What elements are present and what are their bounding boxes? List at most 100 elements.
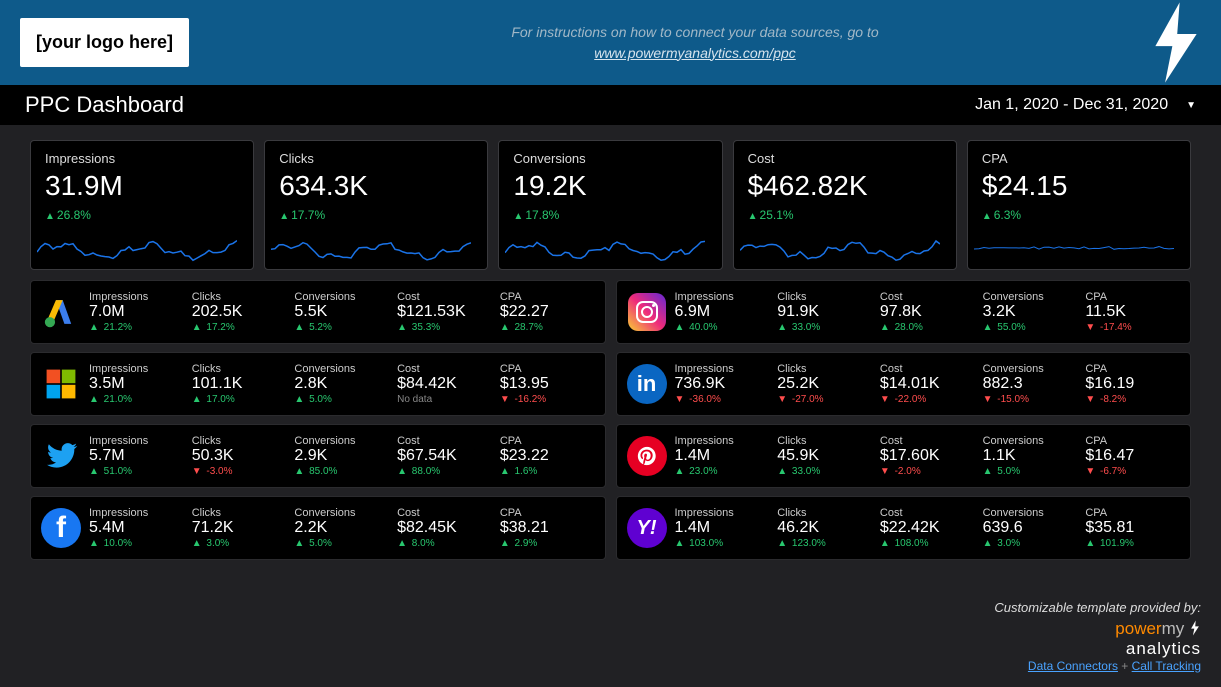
metric-value: 882.3	[983, 375, 1078, 393]
metric-cpa: CPA 11.5K ▼ -17.4%	[1085, 291, 1180, 333]
platform-row-instagram[interactable]: Impressions 6.9M ▲ 40.0% Clicks 91.9K ▲ …	[616, 280, 1192, 344]
metric-value: 2.2K	[294, 519, 389, 537]
metric-label: Conversions	[983, 291, 1078, 303]
metric-value: 91.9K	[777, 303, 872, 321]
metric-cost: Cost 97.8K ▲ 28.0%	[880, 291, 975, 333]
metric-cpa: CPA $35.81 ▲ 101.9%	[1085, 507, 1180, 549]
platform-row-facebook[interactable]: f Impressions 5.4M ▲ 10.0% Clicks 71.2K …	[30, 496, 606, 560]
metric-cpa: CPA $16.19 ▼ -8.2%	[1085, 363, 1180, 405]
metric-value: 101.1K	[192, 375, 287, 393]
metric-delta: ▼ -2.0%	[880, 466, 975, 477]
metric-cost: Cost $84.42K No data	[397, 363, 492, 405]
metric-value: 7.0M	[89, 303, 184, 321]
brand-post: analytics	[1126, 639, 1201, 658]
platform-row-twitter[interactable]: Impressions 5.7M ▲ 51.0% Clicks 50.3K ▼ …	[30, 424, 606, 488]
metric-delta: ▲ 5.2%	[294, 322, 389, 333]
metric-value: $22.42K	[880, 519, 975, 537]
metric-cost: Cost $82.45K ▲ 8.0%	[397, 507, 492, 549]
metric-cpa: CPA $16.47 ▼ -6.7%	[1085, 435, 1180, 477]
metric-delta: ▲ 28.0%	[880, 322, 975, 333]
instructions-text: For instructions on how to connect your …	[511, 24, 878, 40]
instructions-link[interactable]: www.powermyanalytics.com/ppc	[594, 45, 796, 61]
metric-delta: ▲ 5.0%	[294, 538, 389, 549]
platform-row-google-ads[interactable]: Impressions 7.0M ▲ 21.2% Clicks 202.5K ▲…	[30, 280, 606, 344]
metric-label: Impressions	[89, 291, 184, 303]
metric-delta: ▲ 85.0%	[294, 466, 389, 477]
kpi-card-cpa[interactable]: CPA $24.15 ▲6.3%	[967, 140, 1191, 270]
yahoo-icon: Y!	[627, 508, 667, 548]
banner-instructions: For instructions on how to connect your …	[189, 22, 1201, 64]
metric-label: Cost	[880, 435, 975, 447]
kpi-card-conversions[interactable]: Conversions 19.2K ▲17.8%	[498, 140, 722, 270]
brand-pre: power	[1115, 619, 1161, 638]
metric-delta: ▼ -36.0%	[675, 394, 770, 405]
brand-mid: my	[1162, 619, 1185, 638]
kpi-row: Impressions 31.9M ▲26.8% Clicks 634.3K ▲…	[0, 125, 1221, 280]
metric-value: $82.45K	[397, 519, 492, 537]
metric-impressions: Impressions 6.9M ▲ 40.0%	[675, 291, 770, 333]
metric-conversions: Conversions 2.2K ▲ 5.0%	[294, 507, 389, 549]
metric-cpa: CPA $22.27 ▲ 28.7%	[500, 291, 595, 333]
kpi-card-cost[interactable]: Cost $462.82K ▲25.1%	[733, 140, 957, 270]
metric-impressions: Impressions 3.5M ▲ 21.0%	[89, 363, 184, 405]
metric-cost: Cost $121.53K ▲ 35.3%	[397, 291, 492, 333]
metric-delta: ▲ 101.9%	[1085, 538, 1180, 549]
metric-value: 202.5K	[192, 303, 287, 321]
footer-link-calltracking[interactable]: Call Tracking	[1132, 659, 1201, 673]
metric-delta: ▲ 28.7%	[500, 322, 595, 333]
footer-link-connectors[interactable]: Data Connectors	[1028, 659, 1118, 673]
metric-value: $121.53K	[397, 303, 492, 321]
metric-value: $14.01K	[880, 375, 975, 393]
metric-label: CPA	[1085, 363, 1180, 375]
metric-cpa: CPA $13.95 ▼ -16.2%	[500, 363, 595, 405]
metric-label: CPA	[1085, 507, 1180, 519]
metric-value: 3.5M	[89, 375, 184, 393]
platform-row-pinterest[interactable]: Impressions 1.4M ▲ 23.0% Clicks 45.9K ▲ …	[616, 424, 1192, 488]
kpi-card-impressions[interactable]: Impressions 31.9M ▲26.8%	[30, 140, 254, 270]
metric-delta: ▲ 35.3%	[397, 322, 492, 333]
metric-delta: ▼ -27.0%	[777, 394, 872, 405]
metric-label: Cost	[397, 435, 492, 447]
metric-value: 1.1K	[983, 447, 1078, 465]
metric-label: Impressions	[675, 435, 770, 447]
metric-conversions: Conversions 639.6 ▲ 3.0%	[983, 507, 1078, 549]
kpi-label: Impressions	[45, 151, 239, 166]
platform-row-yahoo[interactable]: Y! Impressions 1.4M ▲ 103.0% Clicks 46.2…	[616, 496, 1192, 560]
date-range-selector[interactable]: Jan 1, 2020 - Dec 31, 2020 ▼	[975, 96, 1196, 114]
metric-conversions: Conversions 2.8K ▲ 5.0%	[294, 363, 389, 405]
metric-label: Cost	[880, 291, 975, 303]
metric-clicks: Clicks 202.5K ▲ 17.2%	[192, 291, 287, 333]
metric-label: CPA	[1085, 435, 1180, 447]
metric-value: $23.22	[500, 447, 595, 465]
metric-delta: ▲ 55.0%	[983, 322, 1078, 333]
metric-cost: Cost $22.42K ▲ 108.0%	[880, 507, 975, 549]
metric-value: 45.9K	[777, 447, 872, 465]
metric-delta: ▲ 3.0%	[983, 538, 1078, 549]
metric-value: 2.8K	[294, 375, 389, 393]
kpi-label: Conversions	[513, 151, 707, 166]
metric-value: 11.5K	[1085, 303, 1180, 321]
metric-clicks: Clicks 91.9K ▲ 33.0%	[777, 291, 872, 333]
metric-conversions: Conversions 5.5K ▲ 5.2%	[294, 291, 389, 333]
kpi-card-clicks[interactable]: Clicks 634.3K ▲17.7%	[264, 140, 488, 270]
metric-label: Clicks	[777, 507, 872, 519]
kpi-delta: ▲6.3%	[982, 208, 1176, 222]
metric-delta: ▲ 10.0%	[89, 538, 184, 549]
platform-row-linkedin[interactable]: in Impressions 736.9K ▼ -36.0% Clicks 25…	[616, 352, 1192, 416]
metric-delta: ▼ -3.0%	[192, 466, 287, 477]
metric-delta: ▲ 103.0%	[675, 538, 770, 549]
caret-down-icon: ▼	[1186, 100, 1196, 111]
platform-row-microsoft-ads[interactable]: Impressions 3.5M ▲ 21.0% Clicks 101.1K ▲…	[30, 352, 606, 416]
metric-label: Conversions	[294, 363, 389, 375]
instagram-icon	[627, 292, 667, 332]
metric-cost: Cost $67.54K ▲ 88.0%	[397, 435, 492, 477]
metric-delta: ▲ 123.0%	[777, 538, 872, 549]
metric-delta: ▲ 108.0%	[880, 538, 975, 549]
metric-clicks: Clicks 101.1K ▲ 17.0%	[192, 363, 287, 405]
kpi-delta: ▲25.1%	[748, 208, 942, 222]
google-ads-icon	[41, 292, 81, 332]
metric-delta: ▲ 17.2%	[192, 322, 287, 333]
platforms-grid: Impressions 7.0M ▲ 21.2% Clicks 202.5K ▲…	[0, 280, 1221, 560]
metric-label: CPA	[500, 507, 595, 519]
metric-delta: ▲ 3.0%	[192, 538, 287, 549]
